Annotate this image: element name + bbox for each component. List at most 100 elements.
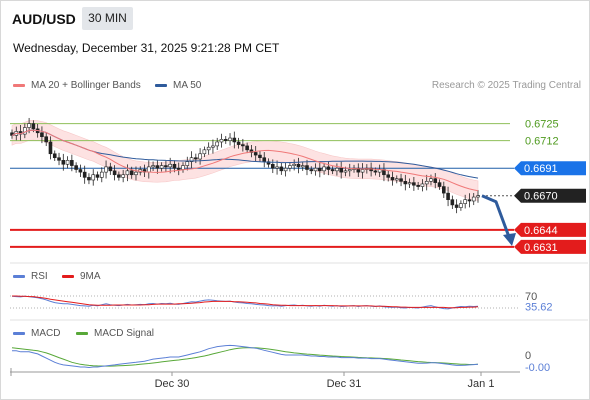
candle-body [253,152,258,156]
legend-macd: MACD [13,328,60,339]
rsi-line [11,295,479,310]
candle-body [330,169,335,172]
candle-body [412,182,416,186]
candle-body [23,127,27,135]
rsi-ma-line [12,295,479,309]
x-tick-label: Jan 1 [468,378,495,390]
candle-body [249,149,254,153]
candle-body [185,161,190,166]
pair-title: AUD/USD [12,11,76,27]
candle-body [121,174,125,178]
candle-body [215,141,220,147]
candle-body [356,167,361,173]
macd-swatch [13,331,25,335]
candle-body [91,174,96,181]
resistance-label: 0.6725 [525,119,559,131]
candle-body [318,167,322,172]
candle-body [326,166,331,170]
candle-body [270,163,275,169]
candle-body [44,136,49,143]
research-credit: Research © 2025 Trading Central [431,80,581,91]
macd-signal-swatch [76,331,88,335]
candle-body [117,174,121,178]
candle-body [369,167,373,172]
candle-body [420,183,425,187]
candle-body [459,203,463,208]
candle-body [446,192,450,200]
candle-body [78,169,83,173]
candle-body [104,166,108,173]
ma50-swatch [155,83,167,87]
candle-body [471,196,476,202]
ma20-line [11,129,479,192]
legend-macd-signal-label: MACD Signal [94,328,155,339]
last-price-label: 0.6670 [524,191,558,203]
candle-body [181,165,185,170]
candle-body [454,204,459,208]
candle-body [292,163,296,166]
candle-body [467,199,472,202]
candle-body [296,163,301,168]
candle-body [40,132,44,138]
legend-macd-label: MACD [31,328,61,339]
candle-body [219,139,224,143]
candle-body [223,139,228,141]
legend-macd-signal: MACD Signal [76,328,154,339]
candle-body [416,184,420,187]
support-label: 0.6644 [524,225,558,237]
candle-body [147,166,151,173]
candle-body [390,177,395,181]
candle-body [48,141,53,155]
legend-ma50-label: MA 50 [173,80,202,91]
candle-body [245,145,249,151]
legend-rsi: RSI [13,271,48,282]
candle-body [164,165,168,168]
candle-body [134,171,138,176]
candle-body [399,178,403,182]
candle-body [441,186,446,194]
candle-body [194,157,198,160]
candle-body [176,167,181,170]
macd-signal-line [11,347,479,367]
candle-body [232,137,237,143]
candle-body [129,170,134,176]
candle-body [10,132,14,136]
rsi-swatch [13,274,25,278]
legend-rsi-ma-label: 9MA [80,271,101,282]
forecast-arrow-head [503,232,516,246]
candle-body [189,157,194,162]
candle-body [394,178,399,181]
support-tag [514,239,586,254]
resistance-label: 0.6712 [525,136,559,148]
candle-body [151,165,155,168]
candle-body [386,174,391,178]
candle-body [198,153,202,160]
candle-body [339,167,343,173]
support-tag [514,222,586,237]
candle-body [108,166,113,172]
rsi-tick-70: 70 [525,291,537,303]
candle-body [403,181,408,185]
candle-body [373,170,378,173]
candle-body [305,165,309,170]
candle-body [99,171,104,178]
macd-last-label: -0.00 [525,362,550,374]
ma20-swatch [13,83,25,87]
candle-body [360,169,365,173]
candle-body [52,153,57,159]
legend-rsi-ma: 9MA [62,271,101,282]
candle-body [74,165,78,170]
candle-body [112,170,117,176]
support-label: 0.6631 [524,242,558,254]
candle-body [335,167,339,172]
candle-body [211,145,215,148]
candle-body [433,178,438,183]
candle-body [159,165,164,169]
timeframe-button[interactable]: 30 MIN [82,7,133,30]
candle-body [313,167,318,172]
x-tick-label: Dec 31 [327,378,362,390]
macd-line [12,344,479,369]
candle-body [258,154,262,159]
candle-body [125,170,130,176]
